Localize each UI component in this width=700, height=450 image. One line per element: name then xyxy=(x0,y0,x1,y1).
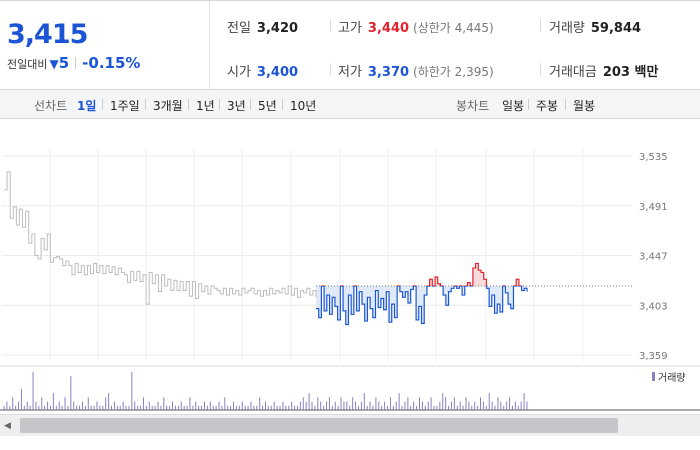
y-tick-label: 3,359 xyxy=(639,351,668,362)
tab-5-years[interactable]: 5년 xyxy=(258,99,277,113)
divider xyxy=(540,19,541,32)
y-tick-label: 3,535 xyxy=(639,152,668,163)
tab-1-week[interactable]: 1주일 xyxy=(110,99,140,113)
divider xyxy=(528,99,529,110)
prev-close: 전일 3,420 xyxy=(227,17,298,36)
day-low: 저가 3,370 (하한가 2,395) xyxy=(338,61,494,80)
trade-value-label: 거래대금 xyxy=(549,65,597,80)
price-lines xyxy=(4,171,632,326)
volume-value: 59,844 xyxy=(590,21,642,36)
tab-1-day[interactable]: 1일 xyxy=(77,99,97,113)
scroll-thumb[interactable] xyxy=(20,418,618,433)
tab-monthly-candle[interactable]: 월봉 xyxy=(573,99,596,113)
y-tick-label: 3,491 xyxy=(639,202,668,213)
change-row: 전일대비 ▼5 -0.15% xyxy=(7,54,140,72)
quote-header: 3,415 전일대비 ▼5 -0.15% 전일 3,420 고가 3,440 (상한가 4… xyxy=(0,0,700,90)
y-axis: 3,535 3,491 3,447 3,403 3,359 xyxy=(639,152,668,362)
tab-10-years[interactable]: 10년 xyxy=(290,99,317,113)
volume: 거래량 59,844 xyxy=(549,17,641,36)
previous-days-line xyxy=(4,171,317,305)
prev-close-label: 전일 xyxy=(227,21,251,36)
y-tick-label: 3,403 xyxy=(639,301,668,312)
volume-legend: 거래량 xyxy=(658,372,686,384)
divider xyxy=(219,99,220,110)
y-tick-label: 3,447 xyxy=(639,252,668,263)
lower-limit: (하한가 2,395) xyxy=(413,65,494,79)
today-line-down xyxy=(316,286,528,326)
divider xyxy=(540,63,541,76)
tab-1-year[interactable]: 1년 xyxy=(196,99,215,113)
tab-weekly-candle[interactable]: 주봉 xyxy=(536,99,559,113)
divider xyxy=(330,19,331,32)
current-price: 3,415 xyxy=(7,19,88,50)
trade-value-amount: 203 백만 xyxy=(602,65,659,80)
volume-chart xyxy=(0,365,700,411)
change-percent: -0.15% xyxy=(82,54,141,72)
divider xyxy=(145,99,146,110)
volume-legend-swatch xyxy=(652,372,655,381)
line-chart-label: 선차트 xyxy=(34,99,68,113)
high-value: 3,440 xyxy=(367,21,410,36)
volume-label: 거래량 xyxy=(549,21,585,36)
open-price: 시가 3,400 xyxy=(227,61,298,80)
tab-daily-candle[interactable]: 일봉 xyxy=(502,99,525,113)
low-value: 3,370 xyxy=(367,65,410,80)
price-chart: 3,535 3,491 3,447 3,403 3,359 거래량 xyxy=(0,148,700,411)
period-bar: 선차트 1일 1주일 3개월 1년 3년 5년 10년 봉차트 일봉 주봉 월봉 xyxy=(0,90,700,119)
upper-limit: (상한가 4,445) xyxy=(413,21,494,35)
divider xyxy=(282,99,283,110)
change-value: 5 xyxy=(58,54,70,72)
low-label: 저가 xyxy=(338,65,362,80)
scroll-left-icon[interactable]: ◀ xyxy=(4,421,11,431)
up-area-fill xyxy=(316,263,527,287)
change-label: 전일대비 xyxy=(7,58,48,71)
divider xyxy=(330,63,331,76)
price-summary: 3,415 전일대비 ▼5 -0.15% xyxy=(0,1,210,90)
candle-chart-label: 봉차트 xyxy=(456,99,490,113)
chart-scrollbar[interactable]: ◀ xyxy=(0,414,700,436)
divider xyxy=(188,99,189,110)
tab-3-years[interactable]: 3년 xyxy=(227,99,246,113)
chart-grid xyxy=(2,148,632,363)
down-area-fill xyxy=(316,286,527,325)
divider xyxy=(250,99,251,110)
tab-3-months[interactable]: 3개월 xyxy=(153,99,183,113)
chart-fill xyxy=(316,263,527,325)
high-label: 고가 xyxy=(338,21,362,36)
day-high: 고가 3,440 (상한가 4,445) xyxy=(338,17,494,36)
down-arrow-icon: ▼ xyxy=(49,57,59,71)
divider xyxy=(565,99,566,110)
divider xyxy=(102,99,103,110)
trade-value: 거래대금 203 백만 xyxy=(549,61,658,80)
open-label: 시가 xyxy=(227,65,251,80)
divider xyxy=(75,57,77,69)
prev-close-value: 3,420 xyxy=(256,21,299,36)
open-value: 3,400 xyxy=(256,65,299,80)
